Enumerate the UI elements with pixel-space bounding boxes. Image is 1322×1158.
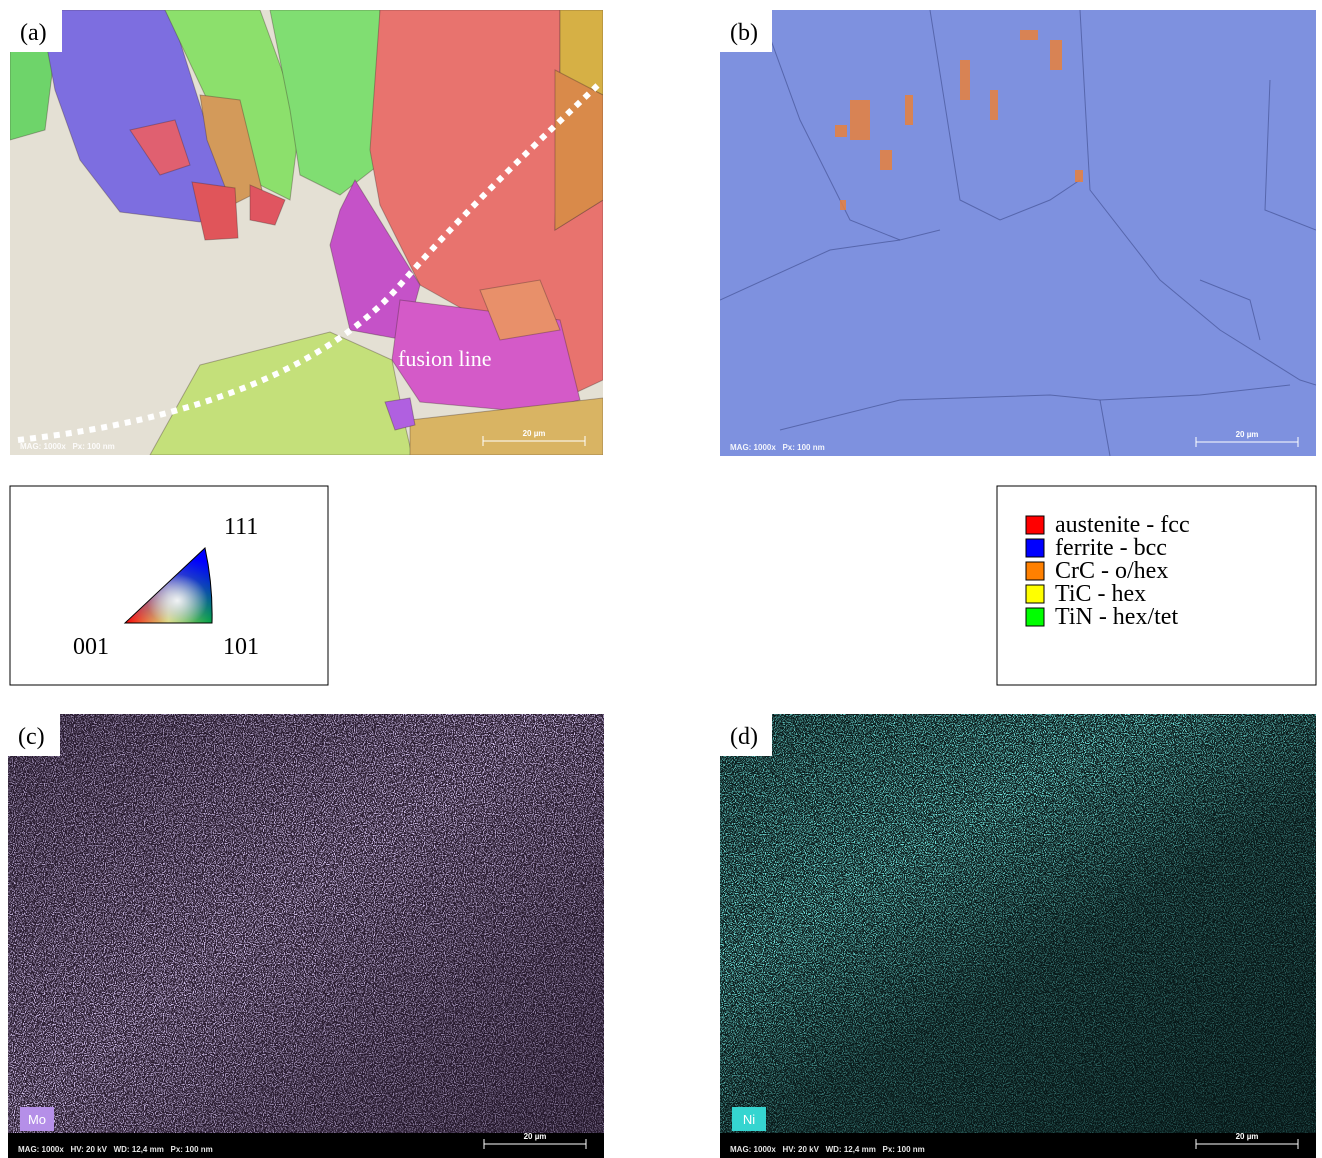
carbide-spot [835, 125, 847, 137]
ipf-corner: 101 [223, 634, 259, 660]
legend-swatch [1026, 516, 1044, 534]
carbide-spot [880, 150, 892, 170]
legend-swatch [1026, 608, 1044, 626]
carbide-spot [990, 90, 998, 120]
ipf-map [10, 10, 603, 455]
panel-label: (a) [20, 20, 47, 46]
info-text: MAG: 1000x HV: 20 kV WD: 12,4 mm Px: 100… [18, 1145, 213, 1154]
map-background [720, 10, 1316, 456]
scale-bar-label: 20 µm [523, 429, 546, 438]
legend-swatch [1026, 585, 1044, 603]
panel-label: (d) [730, 724, 758, 750]
info-text: MAG: 1000x Px: 100 nm [20, 442, 115, 451]
annotation: fusion line [398, 346, 492, 371]
eds-shading [720, 714, 1316, 1158]
legend-swatch [1026, 562, 1044, 580]
ipf-white [125, 548, 212, 623]
scale-bar-label: 20 µm [524, 1132, 547, 1141]
eds-shading [8, 714, 604, 1158]
legend-swatch [1026, 539, 1044, 557]
carbide-spot [1050, 40, 1062, 70]
panel-label: (c) [18, 724, 45, 750]
scale-bar-label: 20 µm [1236, 430, 1259, 439]
phase-map [720, 10, 1316, 456]
scale-bar-label: 20 µm [1236, 1132, 1259, 1141]
element-label: Mo [28, 1112, 46, 1127]
ipf-corner: 001 [73, 634, 109, 660]
carbide-spot [960, 60, 970, 100]
info-text: MAG: 1000x HV: 20 kV WD: 12,4 mm Px: 100… [730, 1145, 925, 1154]
figure: 111 001 101 (a) MAG: 1000x Px: 100 nm 20 µ… [0, 0, 1322, 1158]
carbide-spot [905, 95, 913, 125]
ipf-triangle [125, 548, 212, 623]
legend-label: TiN - hex/tet [1055, 604, 1178, 630]
carbide-spot [840, 200, 846, 210]
panel-label: (b) [730, 20, 758, 46]
carbide-spot [850, 100, 870, 140]
carbide-spot [1020, 30, 1038, 40]
info-text: MAG: 1000x Px: 100 nm [730, 443, 825, 452]
carbide-spot [1075, 170, 1083, 182]
ipf-corner: 111 [224, 514, 258, 540]
element-label: Ni [743, 1112, 755, 1127]
